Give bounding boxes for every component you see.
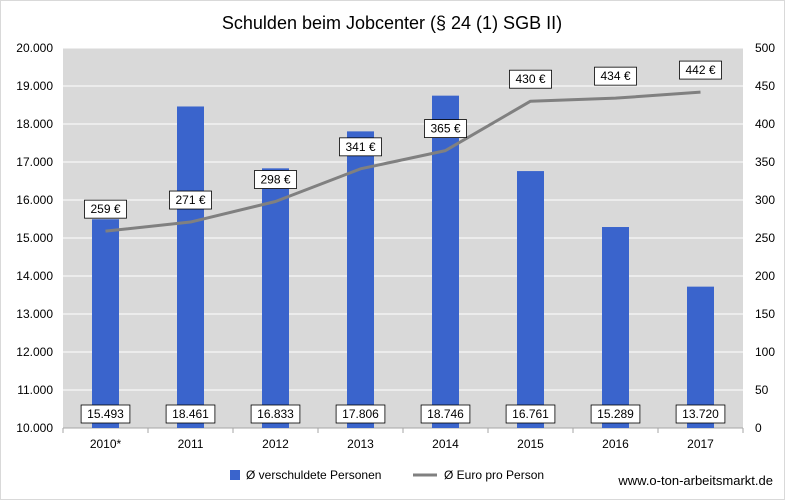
line-data-label-box: [169, 190, 212, 210]
y-left-tick-label: 18.000: [16, 117, 53, 131]
y-left-tick-label: 19.000: [16, 79, 53, 93]
plot-area: 10.000 11.000 12.000 13.000 14.000 15.000 16.0…: [16, 41, 775, 451]
line-data-label-text: 365 €: [430, 122, 460, 136]
line-data-label-box: [339, 137, 382, 157]
bar-data-label-box: [420, 404, 471, 424]
line-series: [105, 90, 701, 233]
bar-data-label-text: 18.746: [427, 407, 464, 421]
y-right-tick-label: 100: [755, 345, 775, 359]
bar: [262, 168, 289, 428]
bar-data-label: 13.720: [675, 404, 726, 424]
line-data-label-box: [509, 69, 552, 89]
y-left-tick-label: 15.000: [16, 231, 53, 245]
line-data-label-box: [594, 66, 637, 86]
bar-data-label-box: [80, 404, 131, 424]
x-tick-label: 2014: [432, 437, 459, 451]
x-tick-label: 2012: [262, 437, 289, 451]
bar-data-label-text: 16.833: [257, 407, 294, 421]
bar-data-label: 15.493: [80, 404, 131, 424]
bar-data-label-box: [165, 404, 216, 424]
y-right-tick-label: 500: [755, 41, 775, 55]
bar-data-label: 18.746: [420, 404, 471, 424]
line-data-label-box: [254, 170, 297, 189]
line-data-label-box: [424, 119, 467, 138]
bar-data-label-box: [590, 404, 641, 424]
y-right-tick-label: 400: [755, 117, 775, 131]
bar-data-label: 15.289: [590, 404, 641, 424]
bar: [177, 106, 204, 429]
line-data-label-text: 341 €: [345, 140, 375, 154]
x-tick-label: 2015: [517, 437, 544, 451]
bar: [687, 286, 714, 428]
line-data-label-box: [84, 199, 127, 219]
bar-data-label: 16.761: [505, 404, 556, 424]
bar-data-label-text: 18.461: [172, 407, 209, 421]
bar: [602, 227, 629, 428]
line-data-label-text: 430 €: [515, 72, 545, 86]
legend-bar-label: Ø verschuldete Personen: [246, 468, 381, 482]
line-data-label-text: 442 €: [685, 63, 715, 77]
bar-data-label-text: 17.806: [342, 407, 379, 421]
y-right-tick-label: 50: [755, 383, 769, 397]
y-left-tick-label: 13.000: [16, 307, 53, 321]
x-tick-label: 2011: [178, 437, 204, 451]
bar: [347, 131, 374, 428]
line-data-label-text: 259 €: [90, 202, 120, 216]
y-left-tick-label: 20.000: [16, 41, 53, 55]
line-data-label: 365 €: [424, 119, 467, 138]
y-right-tick-label: 350: [755, 155, 775, 169]
legend-line-label: Ø Euro pro Person: [444, 468, 544, 482]
line-data-label: 298 €: [254, 170, 297, 189]
line-data-label: 434 €: [594, 66, 637, 86]
bar-data-label-box: [675, 404, 726, 424]
y-right-tick-label: 200: [755, 269, 775, 283]
y-right-tick-label: 150: [755, 307, 775, 321]
y-right-tick-label: 0: [755, 421, 762, 435]
y-left-tick-label: 10.000: [16, 421, 53, 435]
line-data-label: 259 €: [84, 199, 127, 219]
bar-data-label-box: [335, 404, 386, 424]
y-left-tick-label: 16.000: [16, 193, 53, 207]
line-data-label: 430 €: [509, 69, 552, 89]
bar-data-label-box: [250, 404, 301, 424]
bar-data-label-text: 13.720: [682, 407, 719, 421]
legend: Ø verschuldete Personen Ø Euro pro Perso…: [230, 468, 544, 482]
bar-data-label-box: [505, 404, 556, 424]
y-right-tick-label: 300: [755, 193, 775, 207]
bar-data-label-text: 15.493: [87, 407, 124, 421]
line-data-label: 341 €: [339, 137, 382, 157]
line-data-label-text: 298 €: [260, 173, 290, 187]
line-data-label-box: [679, 60, 722, 80]
y-left-tick-label: 11.000: [17, 383, 53, 397]
bar-data-label: 17.806: [335, 404, 386, 424]
bar-data-label: 16.833: [250, 404, 301, 424]
watermark: www.o-ton-arbeitsmarkt.de: [617, 473, 773, 488]
bar: [92, 219, 119, 428]
legend-bar-swatch: [230, 470, 240, 480]
line-data-label-text: 271 €: [175, 193, 205, 207]
x-tick-label: 2016: [602, 437, 629, 451]
x-tick-label: 2013: [347, 437, 374, 451]
chart-title: Schulden beim Jobcenter (§ 24 (1) SGB II…: [222, 13, 562, 33]
bar-data-label-text: 16.761: [512, 407, 549, 421]
y-left-tick-label: 12.000: [16, 345, 53, 359]
line-data-label-text: 434 €: [600, 69, 630, 83]
bar-data-label-text: 15.289: [597, 407, 634, 421]
x-tick-label: 2017: [687, 437, 714, 451]
x-tick-label: 2010*: [90, 437, 122, 451]
y-left-tick-label: 17.000: [16, 155, 53, 169]
line-data-label: 442 €: [679, 60, 722, 80]
bar-data-label: 18.461: [165, 404, 216, 424]
y-left-tick-label: 14.000: [16, 269, 53, 283]
bar: [517, 171, 544, 428]
line-data-label: 271 €: [169, 190, 212, 210]
y-right-tick-label: 450: [755, 79, 775, 93]
y-right-tick-label: 250: [755, 231, 775, 245]
